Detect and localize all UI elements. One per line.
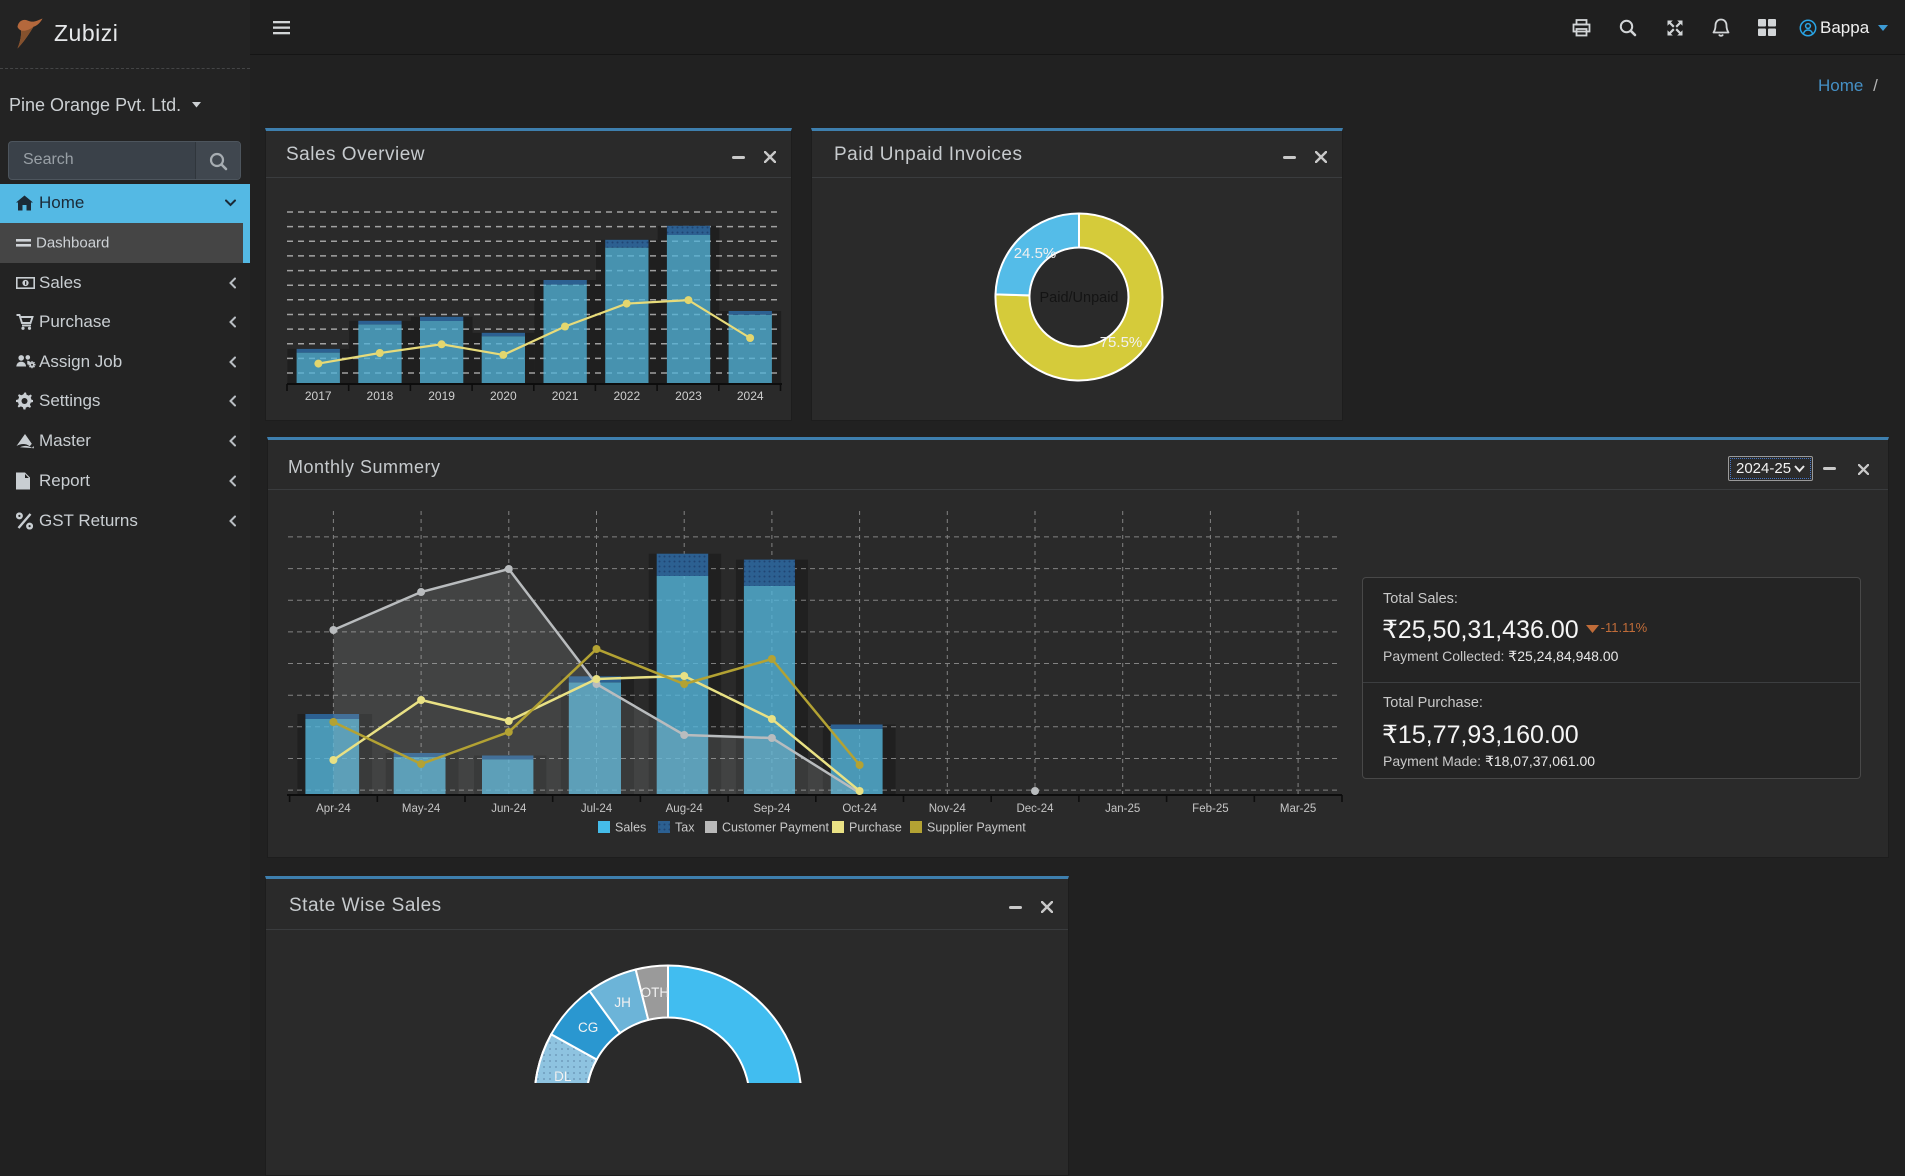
- svg-text:JH: JH: [614, 995, 631, 1010]
- svg-text:2023: 2023: [675, 389, 702, 403]
- svg-text:Oct-24: Oct-24: [842, 803, 877, 815]
- svg-text:2022: 2022: [613, 389, 640, 403]
- svg-text:Mar-25: Mar-25: [1280, 803, 1316, 815]
- svg-text:Sep-24: Sep-24: [753, 803, 791, 815]
- svg-text:2017: 2017: [305, 389, 332, 403]
- svg-text:2020: 2020: [490, 389, 517, 403]
- svg-text:Supplier Payment: Supplier Payment: [927, 821, 1026, 835]
- svg-text:2019: 2019: [428, 389, 455, 403]
- svg-text:Nov-24: Nov-24: [929, 803, 967, 815]
- svg-text:May-24: May-24: [402, 803, 441, 815]
- svg-text:Jan-25: Jan-25: [1105, 803, 1140, 815]
- svg-text:Purchase: Purchase: [849, 821, 902, 835]
- svg-text:2024: 2024: [737, 389, 764, 403]
- svg-text:DL: DL: [554, 1069, 572, 1083]
- svg-text:Dec-24: Dec-24: [1016, 803, 1054, 815]
- svg-text:OTH: OTH: [641, 985, 670, 1000]
- svg-text:2018: 2018: [367, 389, 394, 403]
- svg-text:Feb-25: Feb-25: [1192, 803, 1228, 815]
- svg-text:2021: 2021: [552, 389, 579, 403]
- svg-text:Jul-24: Jul-24: [581, 803, 613, 815]
- svg-text:Aug-24: Aug-24: [666, 803, 704, 815]
- svg-text:Jun-24: Jun-24: [491, 803, 527, 815]
- svg-text:Apr-24: Apr-24: [316, 803, 351, 815]
- svg-text:75.5%: 75.5%: [1100, 334, 1143, 351]
- svg-text:Paid/Unpaid: Paid/Unpaid: [1040, 290, 1119, 306]
- svg-text:Tax: Tax: [675, 821, 695, 835]
- svg-text:CG: CG: [578, 1020, 598, 1035]
- svg-text:Customer Payment: Customer Payment: [722, 821, 830, 835]
- svg-text:24.5%: 24.5%: [1014, 245, 1057, 262]
- svg-text:Sales: Sales: [615, 821, 646, 835]
